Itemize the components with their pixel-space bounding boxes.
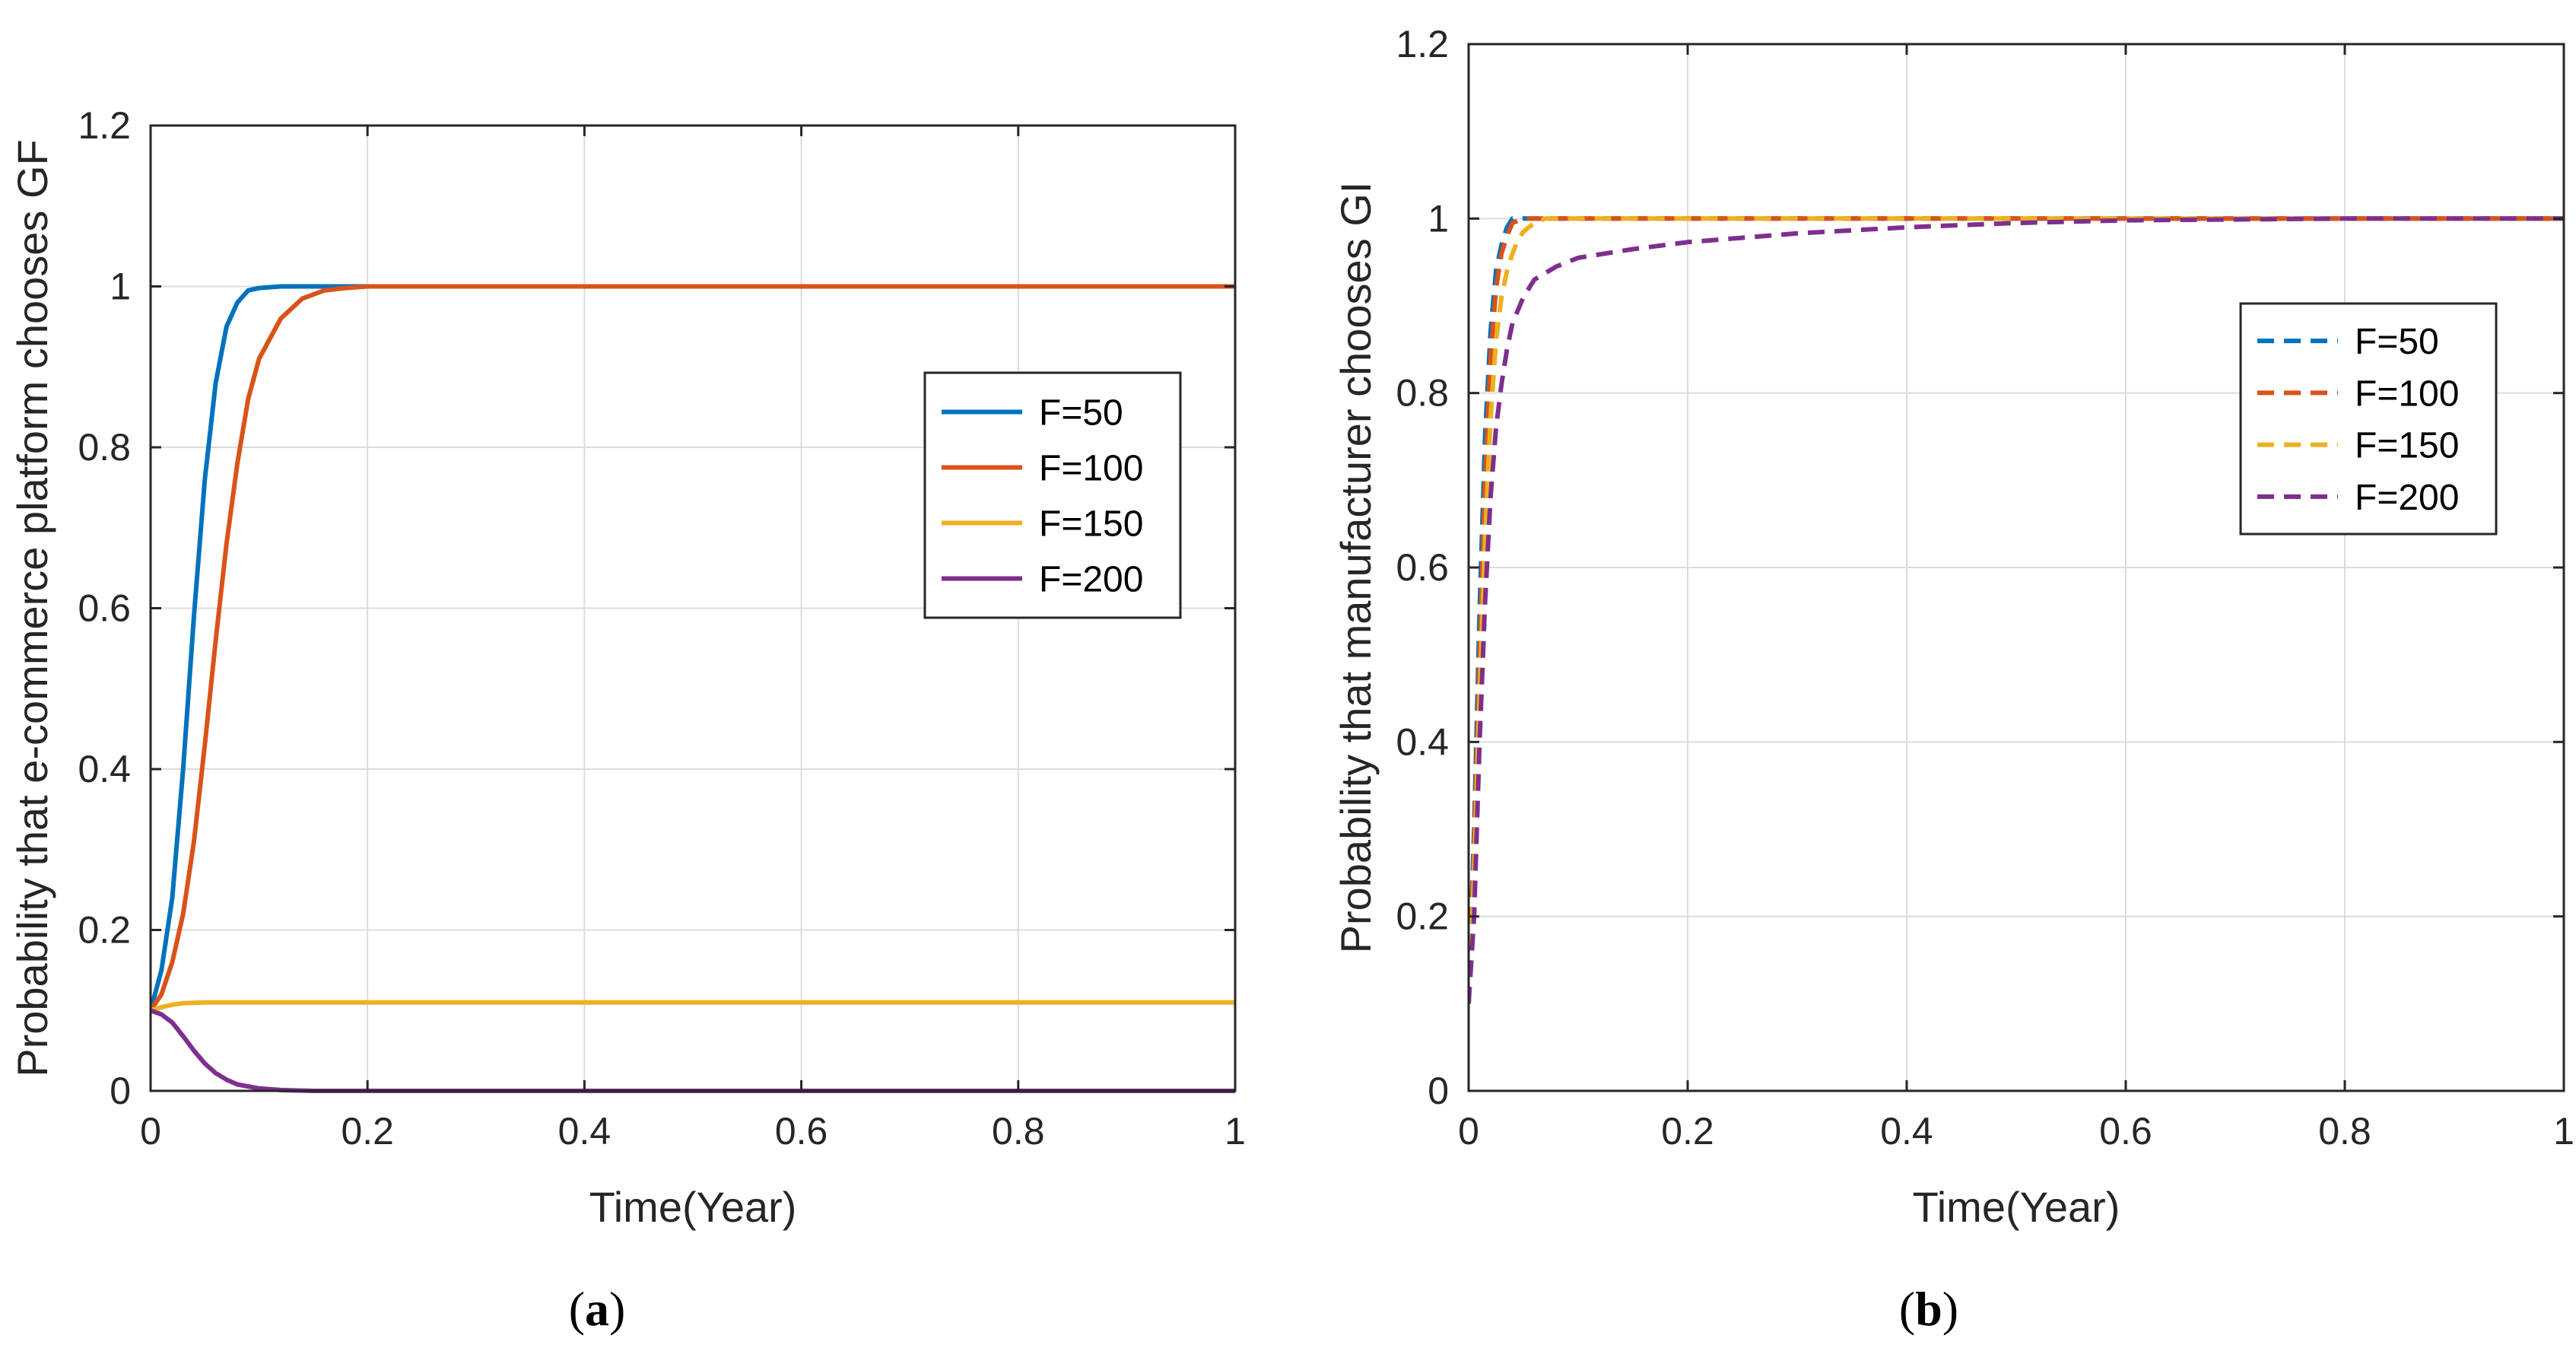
y-tick-label: 0.8 — [78, 426, 131, 469]
legend-label: F=200 — [1039, 560, 1143, 600]
legend-label: F=150 — [2355, 426, 2459, 466]
x-tick-label: 0.2 — [1661, 1110, 1714, 1152]
y-tick-label: 0.2 — [1396, 895, 1449, 938]
legend-label: F=100 — [1039, 449, 1143, 489]
x-tick-label: 0.2 — [341, 1110, 394, 1152]
y-tick-label: 0.4 — [78, 748, 131, 790]
y-tick-label: 0.8 — [1396, 372, 1449, 415]
y-tick-label: 0 — [110, 1070, 131, 1112]
y-tick-label: 0.6 — [1396, 546, 1449, 589]
x-tick-label: 0.8 — [992, 1110, 1045, 1152]
x-tick-label: 0.6 — [2099, 1110, 2152, 1152]
x-axis-label: Time(Year) — [589, 1183, 797, 1231]
series-line-f-100 — [1469, 216, 2564, 1004]
x-tick-label: 1 — [2553, 1110, 2574, 1152]
caption-close-paren: ) — [1942, 1282, 1958, 1336]
caption-letter: a — [585, 1282, 609, 1336]
x-tick-label: 1 — [1224, 1110, 1246, 1152]
series-line-f-200 — [151, 1008, 1235, 1093]
x-tick-label: 0.6 — [775, 1110, 828, 1152]
x-tick-label: 0.4 — [558, 1110, 611, 1152]
x-axis-label: Time(Year) — [1913, 1183, 2120, 1231]
series-line-f-50 — [151, 284, 1235, 1012]
legend-label: F=150 — [1039, 504, 1143, 545]
x-tick-label: 0.8 — [2318, 1110, 2371, 1152]
x-tick-label: 0 — [140, 1110, 161, 1152]
y-axis-label: Probability that e-commerce platform cho… — [8, 139, 56, 1076]
caption-open-paren: ( — [569, 1282, 585, 1336]
y-tick-label: 1.2 — [1396, 23, 1449, 65]
y-tick-label: 0.2 — [78, 909, 131, 952]
y-tick-label: 0 — [1428, 1070, 1449, 1112]
y-tick-label: 1 — [110, 265, 131, 308]
series-line-f-200 — [1469, 216, 2564, 1004]
legend-label: F=100 — [2355, 374, 2459, 414]
y-tick-label: 0.4 — [1396, 720, 1449, 763]
series-group — [1469, 216, 2564, 1004]
chart-panel-b: 0 0.2 0.4 0.6 0.8 1 0 0.2 0.4 0.6 0.8 1 1.2 Time(Year… — [1332, 23, 2574, 1336]
panel-caption: (b) — [1899, 1282, 1958, 1336]
panel-caption: (a) — [569, 1282, 626, 1336]
caption-open-paren: ( — [1899, 1282, 1915, 1336]
y-tick-label: 1 — [1428, 197, 1449, 240]
caption-letter: b — [1915, 1282, 1942, 1336]
legend-label: F=50 — [1039, 393, 1123, 434]
series-line-f-100 — [151, 284, 1235, 1012]
legend-label: F=50 — [2355, 322, 2439, 362]
y-axis-label: Probability that manufacturer chooses GI — [1332, 182, 1380, 954]
series-line-f-150 — [151, 1000, 1235, 1013]
x-tick-label: 0 — [1458, 1110, 1479, 1152]
y-tick-label: 1.2 — [78, 104, 131, 147]
caption-close-paren: ) — [609, 1282, 625, 1336]
legend-box — [2239, 302, 2498, 536]
legend-label: F=200 — [2355, 478, 2459, 518]
x-tick-label: 0.4 — [1880, 1110, 1933, 1152]
chart-panel-a: 0 0.2 0.4 0.6 0.8 1 0 0.2 0.4 0.6 0.8 1 1.2 Time(Year… — [8, 104, 1246, 1336]
y-tick-label: 0.6 — [78, 587, 131, 630]
